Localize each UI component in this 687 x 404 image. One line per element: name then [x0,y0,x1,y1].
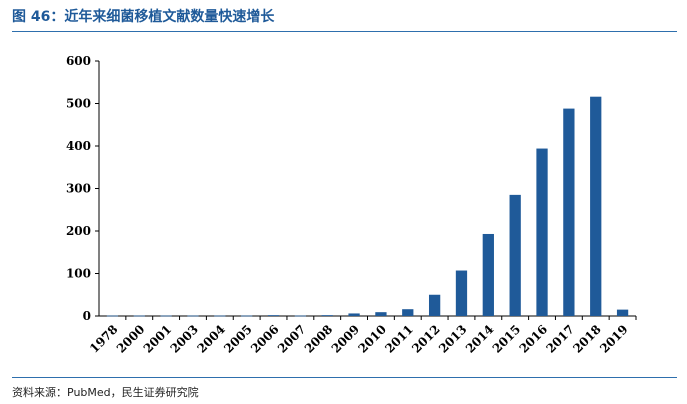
x-tick-label: 2006 [248,322,282,356]
y-tick-label: 100 [66,267,91,281]
y-tick-label: 600 [66,54,91,68]
bar-2009 [348,313,360,316]
x-tick-label: 1978 [87,322,121,356]
y-tick-label: 0 [83,309,91,323]
x-tick-label: 2018 [570,322,604,356]
y-axis: 0 100 200 300 400 500 600 [66,54,100,323]
y-tick-label: 200 [66,224,91,238]
x-tick-label: 2001 [141,322,175,356]
bar-1978 [106,315,119,317]
bar-2003 [187,315,199,317]
x-tick-label: 2019 [597,322,631,356]
bar-2017 [563,108,575,316]
bar-2019 [616,309,629,316]
bar-2006 [267,315,280,316]
x-tick-label: 2009 [329,322,363,356]
source-note: 资料来源：PubMed，民生证券研究院 [12,386,199,399]
x-tick-label: 2017 [543,322,577,356]
x-tick-label: 2000 [114,322,148,356]
bar-2018 [590,96,602,316]
bar-2010 [375,312,387,316]
x-tick-label: 2012 [409,322,443,356]
x-tick-label: 2010 [356,322,390,356]
figure-title: 图 46：近年来细菌移植文献数量快速增长 [12,9,275,25]
bar-2005 [241,315,253,317]
x-tick-label: 2008 [302,322,336,356]
x-tick-label: 2013 [436,322,470,356]
title-divider [12,31,677,32]
bar-series [106,96,629,317]
x-tick-label: 2004 [194,322,228,356]
x-tick-label: 2007 [275,322,309,356]
x-axis: 1978200020012003200420052006200720082009… [87,315,637,356]
x-tick-label: 2016 [517,322,551,356]
bar-2001 [160,315,172,317]
x-tick-label: 2011 [382,322,416,356]
bar-2007 [294,315,307,317]
bar-2013 [455,270,468,316]
y-tick-label: 300 [66,182,91,196]
bar-chart: 0 100 200 300 400 500 600 19782000200120032004… [66,54,637,356]
bar-2000 [133,315,145,317]
bar-2012 [428,294,441,316]
bar-2014 [482,233,494,316]
bar-2004 [214,315,226,317]
x-tick-label: 2015 [490,322,524,356]
y-tick-label: 500 [66,97,91,111]
y-tick-label: 400 [66,139,91,153]
x-tick-label: 2003 [168,322,202,356]
bar-2011 [402,309,414,316]
x-tick-label: 2005 [221,322,255,356]
footer-divider [12,377,677,378]
x-tick-label: 2014 [463,322,497,356]
bar-2008 [321,315,333,316]
bar-2015 [509,194,521,316]
bar-2016 [536,148,548,316]
